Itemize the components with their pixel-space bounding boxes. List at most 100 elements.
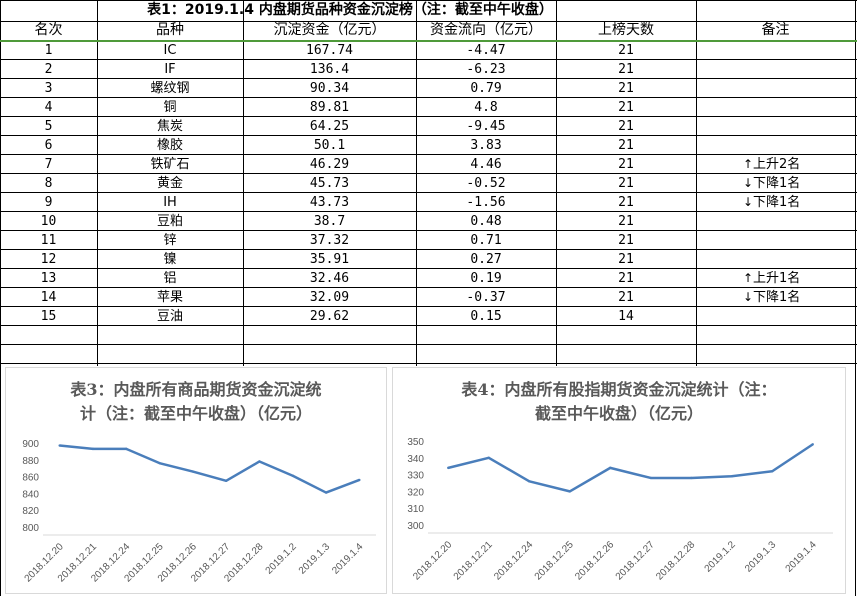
x-tick-label: 2019.1.3	[297, 541, 333, 577]
table-cell-amount: 89.81	[309, 100, 350, 115]
x-tick-label: 2018.12.26	[573, 539, 616, 582]
chart-title-line: 表3：内盘所有商品期货资金沉淀统	[70, 380, 322, 399]
grid-line	[696, 0, 697, 366]
header-name: 品种	[156, 22, 184, 38]
grid-line	[0, 21, 857, 22]
table-cell-days: 21	[618, 252, 634, 267]
arrow-up-icon: ↑	[743, 271, 754, 285]
grid-line	[0, 344, 857, 345]
data-point	[811, 443, 814, 446]
data-point	[324, 491, 328, 494]
header-underline	[0, 40, 857, 42]
grid-line	[0, 363, 857, 364]
table-cell-name: 黄金	[156, 176, 183, 191]
table-cell-flow: -9.45	[466, 119, 506, 134]
table-cell-name: IH	[163, 195, 177, 210]
table-cell-rank: 9	[44, 195, 53, 210]
table-cell-amount: 35.91	[309, 252, 350, 267]
rank-change-text: 下降1名	[753, 290, 801, 305]
grid-line	[0, 306, 857, 307]
y-tick-label: 820	[22, 506, 39, 517]
grid-line	[0, 268, 857, 269]
grid-line	[0, 192, 857, 193]
table-cell-flow: 3.83	[470, 138, 502, 153]
data-point	[158, 461, 161, 465]
grid-line	[416, 0, 417, 366]
rank-change-text: 上升1名	[753, 271, 801, 286]
grid-line	[0, 0, 1, 596]
chart-title-line: 截至中午收盘）（亿元）	[534, 404, 703, 423]
data-point	[528, 480, 531, 483]
table-cell-amount: 90.34	[309, 81, 350, 96]
grid-line	[0, 173, 857, 174]
table-title: 表1：2019.1.4 内盘期货品种资金沉淀榜（注：截至中午收盘）	[147, 2, 553, 18]
x-tick-label: 2019.1.3	[743, 539, 779, 575]
table-cell-flow: -0.52	[466, 176, 506, 191]
arrow-up-icon: ↑	[743, 157, 754, 171]
x-tick-label: 2018.12.27	[614, 539, 657, 582]
table-cell-rank: 12	[40, 252, 57, 267]
grid-line	[97, 0, 98, 366]
table-cell-days: 21	[618, 43, 634, 58]
series-line	[59, 444, 360, 494]
table-cell-amount: 45.73	[309, 176, 350, 191]
data-point	[125, 447, 128, 451]
y-tick-label: 900	[22, 439, 39, 450]
data-point	[224, 479, 228, 482]
table-cell-flow: -0.37	[466, 290, 506, 305]
table-cell-days: 21	[618, 176, 634, 191]
data-point	[730, 475, 733, 478]
table-cell-amount: 136.4	[309, 62, 350, 77]
grid-line	[0, 211, 857, 212]
table-cell-days: 21	[618, 214, 634, 229]
grid-line	[0, 154, 857, 155]
data-point	[358, 478, 361, 482]
table-cell-flow: 0.71	[470, 233, 502, 248]
data-point	[690, 476, 693, 480]
x-tick-label: 2018.12.21	[452, 539, 495, 582]
table-cell-rank: 2	[44, 62, 53, 77]
x-tick-label: 2019.1.2	[703, 539, 739, 575]
grid-line	[0, 97, 857, 98]
grid-line	[0, 287, 857, 288]
table-cell-note: ↓下降1名	[743, 174, 853, 193]
table-cell-rank: 6	[44, 138, 53, 153]
table-cell-name: 铁矿石	[150, 157, 190, 172]
grid-line	[0, 249, 857, 250]
data-point	[568, 490, 571, 493]
header-rank: 名次	[34, 22, 63, 38]
line-chart-svg: 3003103203303403502018.12.202018.12.2120…	[407, 437, 833, 583]
table-cell-days: 21	[618, 100, 634, 115]
table-cell-rank: 3	[44, 81, 53, 96]
y-tick-label: 350	[407, 437, 424, 448]
table-cell-flow: 4.8	[474, 100, 498, 115]
table-cell-amount: 29.62	[309, 309, 350, 324]
grid-line	[0, 0, 857, 1]
table-cell-rank: 10	[40, 214, 57, 229]
table-cell-flow: -1.56	[466, 195, 506, 210]
index-fund-chart: 表4：内盘所有股指期货资金沉淀统计（注： 截至中午收盘）（亿元） 300 310 3…	[392, 367, 846, 594]
x-tick-label: 2018.12.20	[411, 539, 454, 582]
table-cell-rank: 7	[44, 157, 53, 172]
table-cell-flow: -6.23	[466, 62, 506, 77]
y-tick-label: 300	[407, 521, 424, 532]
grid-line	[0, 135, 857, 136]
data-point	[258, 460, 261, 463]
grid-line	[0, 78, 857, 79]
table-cell-amount: 38.7	[313, 214, 346, 229]
table-cell-name: 铝	[163, 271, 177, 286]
table-cell-days: 21	[618, 271, 634, 286]
table-cell-flow: 4.46	[470, 157, 502, 172]
x-tick-label: 2019.1.4	[330, 541, 366, 577]
header-amount: 沉淀资金（亿元）	[273, 22, 386, 38]
table-cell-days: 21	[618, 62, 634, 77]
data-point	[487, 456, 490, 459]
header-flow: 资金流向（亿元）	[430, 22, 542, 38]
table-cell-name: IF	[164, 62, 176, 77]
data-point	[191, 470, 195, 473]
table-cell-note: ↑上升1名	[743, 269, 853, 288]
table-cell-note: ↓下降1名	[743, 288, 853, 307]
grid-line	[0, 59, 857, 60]
table-cell-note: ↑上升2名	[743, 155, 853, 174]
